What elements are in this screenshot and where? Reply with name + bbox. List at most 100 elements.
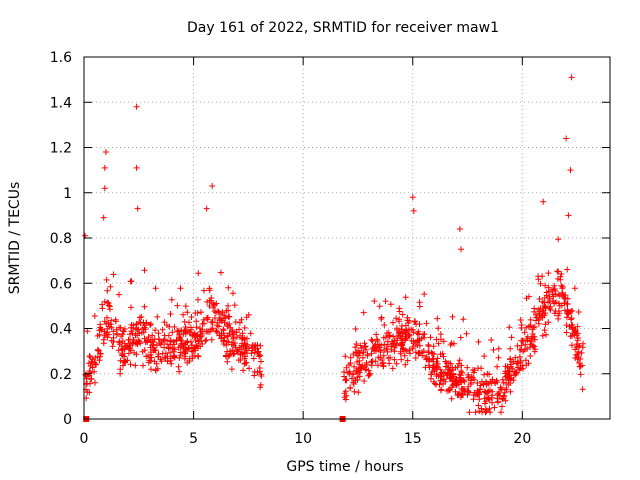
data-point: [237, 332, 243, 339]
data-point: [143, 319, 150, 326]
data-point: [440, 353, 447, 360]
data-point: [197, 325, 203, 332]
data-point: [475, 365, 481, 372]
data-point: [450, 371, 457, 378]
data-point: [527, 316, 534, 323]
data-point: [439, 350, 446, 357]
data-point: [438, 377, 444, 384]
data-point: [101, 185, 108, 192]
data-point: [402, 336, 409, 343]
data-point: [474, 380, 481, 386]
data-point: [161, 344, 168, 351]
data-point: [137, 320, 144, 327]
data-point: [461, 386, 468, 392]
data-point: [247, 330, 254, 337]
data-point: [161, 354, 168, 361]
data-point: [495, 398, 501, 405]
data-point: [465, 371, 471, 378]
axis-ticks: 0 0.2 0.4 0.6 0.8 1 1.2 1.4 1.6 0 5 10 15 20: [50, 50, 610, 447]
data-point: [373, 331, 380, 338]
data-point: [356, 361, 363, 368]
data-point: [257, 352, 263, 359]
data-point: [458, 362, 465, 369]
data-point: [188, 314, 195, 320]
data-point: [242, 360, 249, 367]
data-point: [507, 355, 514, 362]
data-point: [246, 365, 253, 372]
data-point: [449, 364, 456, 371]
data-point: [209, 318, 216, 325]
data-point: [564, 266, 571, 273]
data-point: [174, 302, 181, 309]
data-point: [380, 334, 387, 341]
data-point: [139, 348, 146, 355]
x-tick-label: 15: [404, 431, 422, 447]
data-point: [220, 341, 227, 347]
data-point: [380, 359, 386, 366]
data-point: [230, 290, 236, 297]
data-point: [443, 372, 450, 379]
data-point: [542, 305, 549, 311]
data-point: [343, 364, 350, 371]
data-point: [518, 325, 525, 331]
data-point: [239, 351, 246, 358]
data-point: [576, 360, 582, 366]
data-point: [147, 322, 153, 328]
data-point: [394, 335, 401, 342]
data-point: [522, 341, 529, 348]
data-point: [203, 337, 210, 343]
data-point: [195, 296, 201, 303]
y-tick-label: 0.8: [50, 231, 72, 247]
data-point: [220, 327, 227, 334]
data-point: [144, 338, 151, 345]
data-point: [356, 373, 363, 380]
data-point: [425, 358, 432, 365]
data-point: [171, 324, 178, 330]
data-point: [151, 336, 158, 343]
data-point: [502, 397, 509, 404]
data-point: [527, 322, 534, 329]
data-point: [346, 368, 353, 375]
data-point: [240, 367, 247, 374]
data-point: [364, 352, 371, 359]
data-point: [402, 294, 409, 301]
data-point: [533, 314, 540, 321]
data-point: [188, 338, 194, 345]
data-point: [537, 280, 544, 287]
data-point: [410, 329, 417, 336]
data-point: [132, 362, 139, 369]
data-point: [177, 285, 184, 292]
y-tick-label: 1.6: [50, 50, 72, 66]
data-point: [507, 388, 514, 395]
data-point: [112, 318, 119, 325]
data-point: [145, 334, 152, 340]
data-point: [382, 298, 389, 305]
data-point: [385, 329, 392, 336]
data-point: [408, 337, 415, 344]
data-point: [409, 345, 416, 352]
data-point: [203, 205, 210, 212]
data-point: [156, 340, 163, 347]
data-point: [196, 338, 202, 345]
data-point: [463, 330, 470, 337]
data-point: [241, 360, 248, 367]
data-point: [552, 308, 559, 314]
data-point: [435, 340, 442, 347]
data-point: [517, 365, 524, 372]
data-point: [446, 386, 453, 393]
data-point: [353, 349, 360, 356]
data-point: [531, 308, 538, 315]
data-point: [183, 339, 190, 346]
data-point: [559, 285, 566, 292]
data-point: [434, 315, 441, 322]
data-point: [239, 340, 246, 347]
data-point: [390, 319, 396, 326]
data-point: [526, 323, 532, 330]
data-point: [448, 395, 455, 402]
data-point: [251, 342, 257, 349]
data-point: [465, 388, 472, 395]
data-point: [378, 316, 385, 322]
data-point: [518, 342, 525, 349]
data-point: [148, 366, 154, 373]
